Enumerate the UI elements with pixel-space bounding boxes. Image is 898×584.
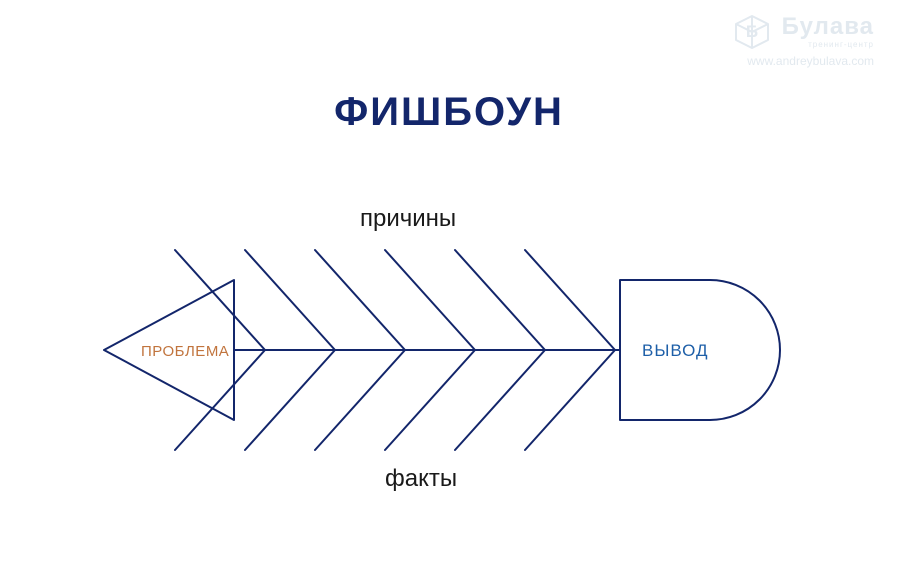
brand-sub: тренинг-центр (808, 41, 874, 49)
brand-row: Б Булава тренинг-центр (732, 14, 874, 50)
svg-text:Б: Б (746, 22, 758, 41)
label-facts: факты (385, 465, 457, 493)
label-causes: причины (360, 205, 456, 233)
fishbone-diagram: причины факты ПРОБЛЕМА ВЫВОД (0, 205, 898, 505)
fishbone-svg (0, 205, 898, 505)
brand-url: www.andreybulava.com (747, 54, 874, 68)
page-title: ФИШБОУН (0, 90, 898, 135)
label-conclusion: ВЫВОД (642, 341, 709, 361)
brand-name: Булава (782, 15, 874, 39)
branding-block: Б Булава тренинг-центр www.andreybulava.… (732, 14, 874, 68)
brand-logo-icon: Б (732, 14, 772, 50)
label-problem: ПРОБЛЕМА (141, 343, 229, 360)
brand-text: Булава тренинг-центр (782, 15, 874, 49)
